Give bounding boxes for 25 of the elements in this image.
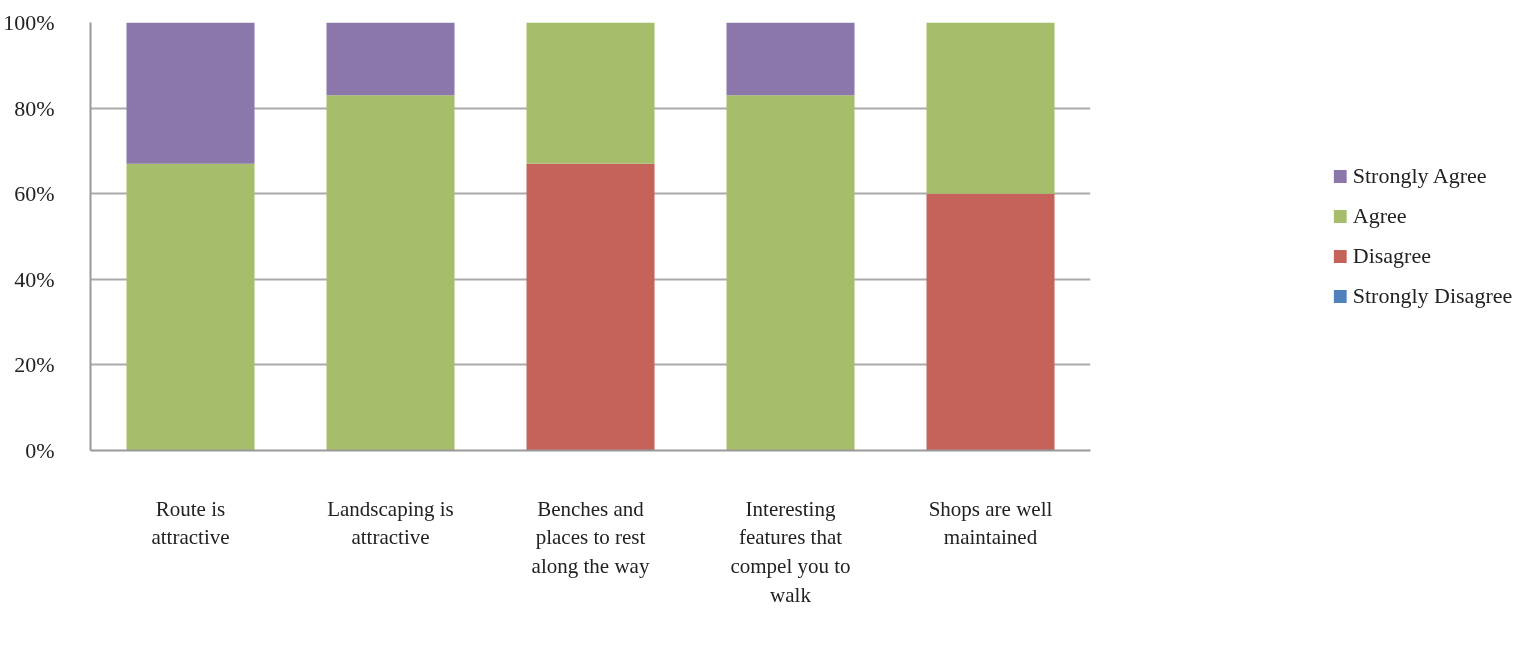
x-tick-label: Interesting features that compel you to walk — [730, 496, 851, 607]
y-tick-label: 0% — [25, 438, 55, 463]
y-tick-label: 20% — [14, 352, 55, 378]
legend-label: Agree — [1352, 203, 1407, 229]
bar — [126, 163, 255, 451]
legend-label: Strongly Agree — [1352, 163, 1487, 189]
bar — [326, 95, 455, 451]
x-tick-label: Route is attractive — [151, 496, 230, 550]
bar — [126, 22, 255, 164]
legend-label: Strongly Disagree — [1352, 283, 1513, 309]
legend-label: Disagree — [1352, 243, 1431, 269]
bar — [726, 95, 855, 451]
bar — [326, 22, 455, 96]
y-tick-label: 60% — [14, 181, 55, 207]
x-tick-label: Landscaping is attractive — [327, 496, 454, 550]
bar — [726, 22, 855, 96]
y-tick-label: 40% — [14, 266, 55, 292]
bar — [526, 22, 655, 164]
y-tick-label: 100% — [3, 10, 55, 35]
y-tick-label: 80% — [14, 95, 55, 121]
x-tick-label: Benches and places to rest along the way — [531, 496, 650, 579]
bar — [526, 163, 655, 451]
bar — [926, 193, 1055, 451]
bar — [926, 22, 1055, 194]
x-tick-label: Shops are well maintained — [928, 496, 1053, 550]
